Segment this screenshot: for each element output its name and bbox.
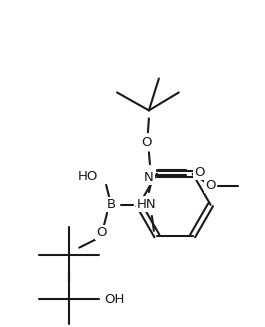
Text: HN: HN xyxy=(137,198,157,211)
Text: O: O xyxy=(96,226,107,239)
Text: N: N xyxy=(144,171,154,184)
Text: B: B xyxy=(107,198,116,211)
Text: HO: HO xyxy=(78,170,98,183)
Text: OH: OH xyxy=(104,293,125,306)
Text: O: O xyxy=(195,166,205,179)
Text: O: O xyxy=(142,136,152,149)
Text: O: O xyxy=(205,179,216,192)
